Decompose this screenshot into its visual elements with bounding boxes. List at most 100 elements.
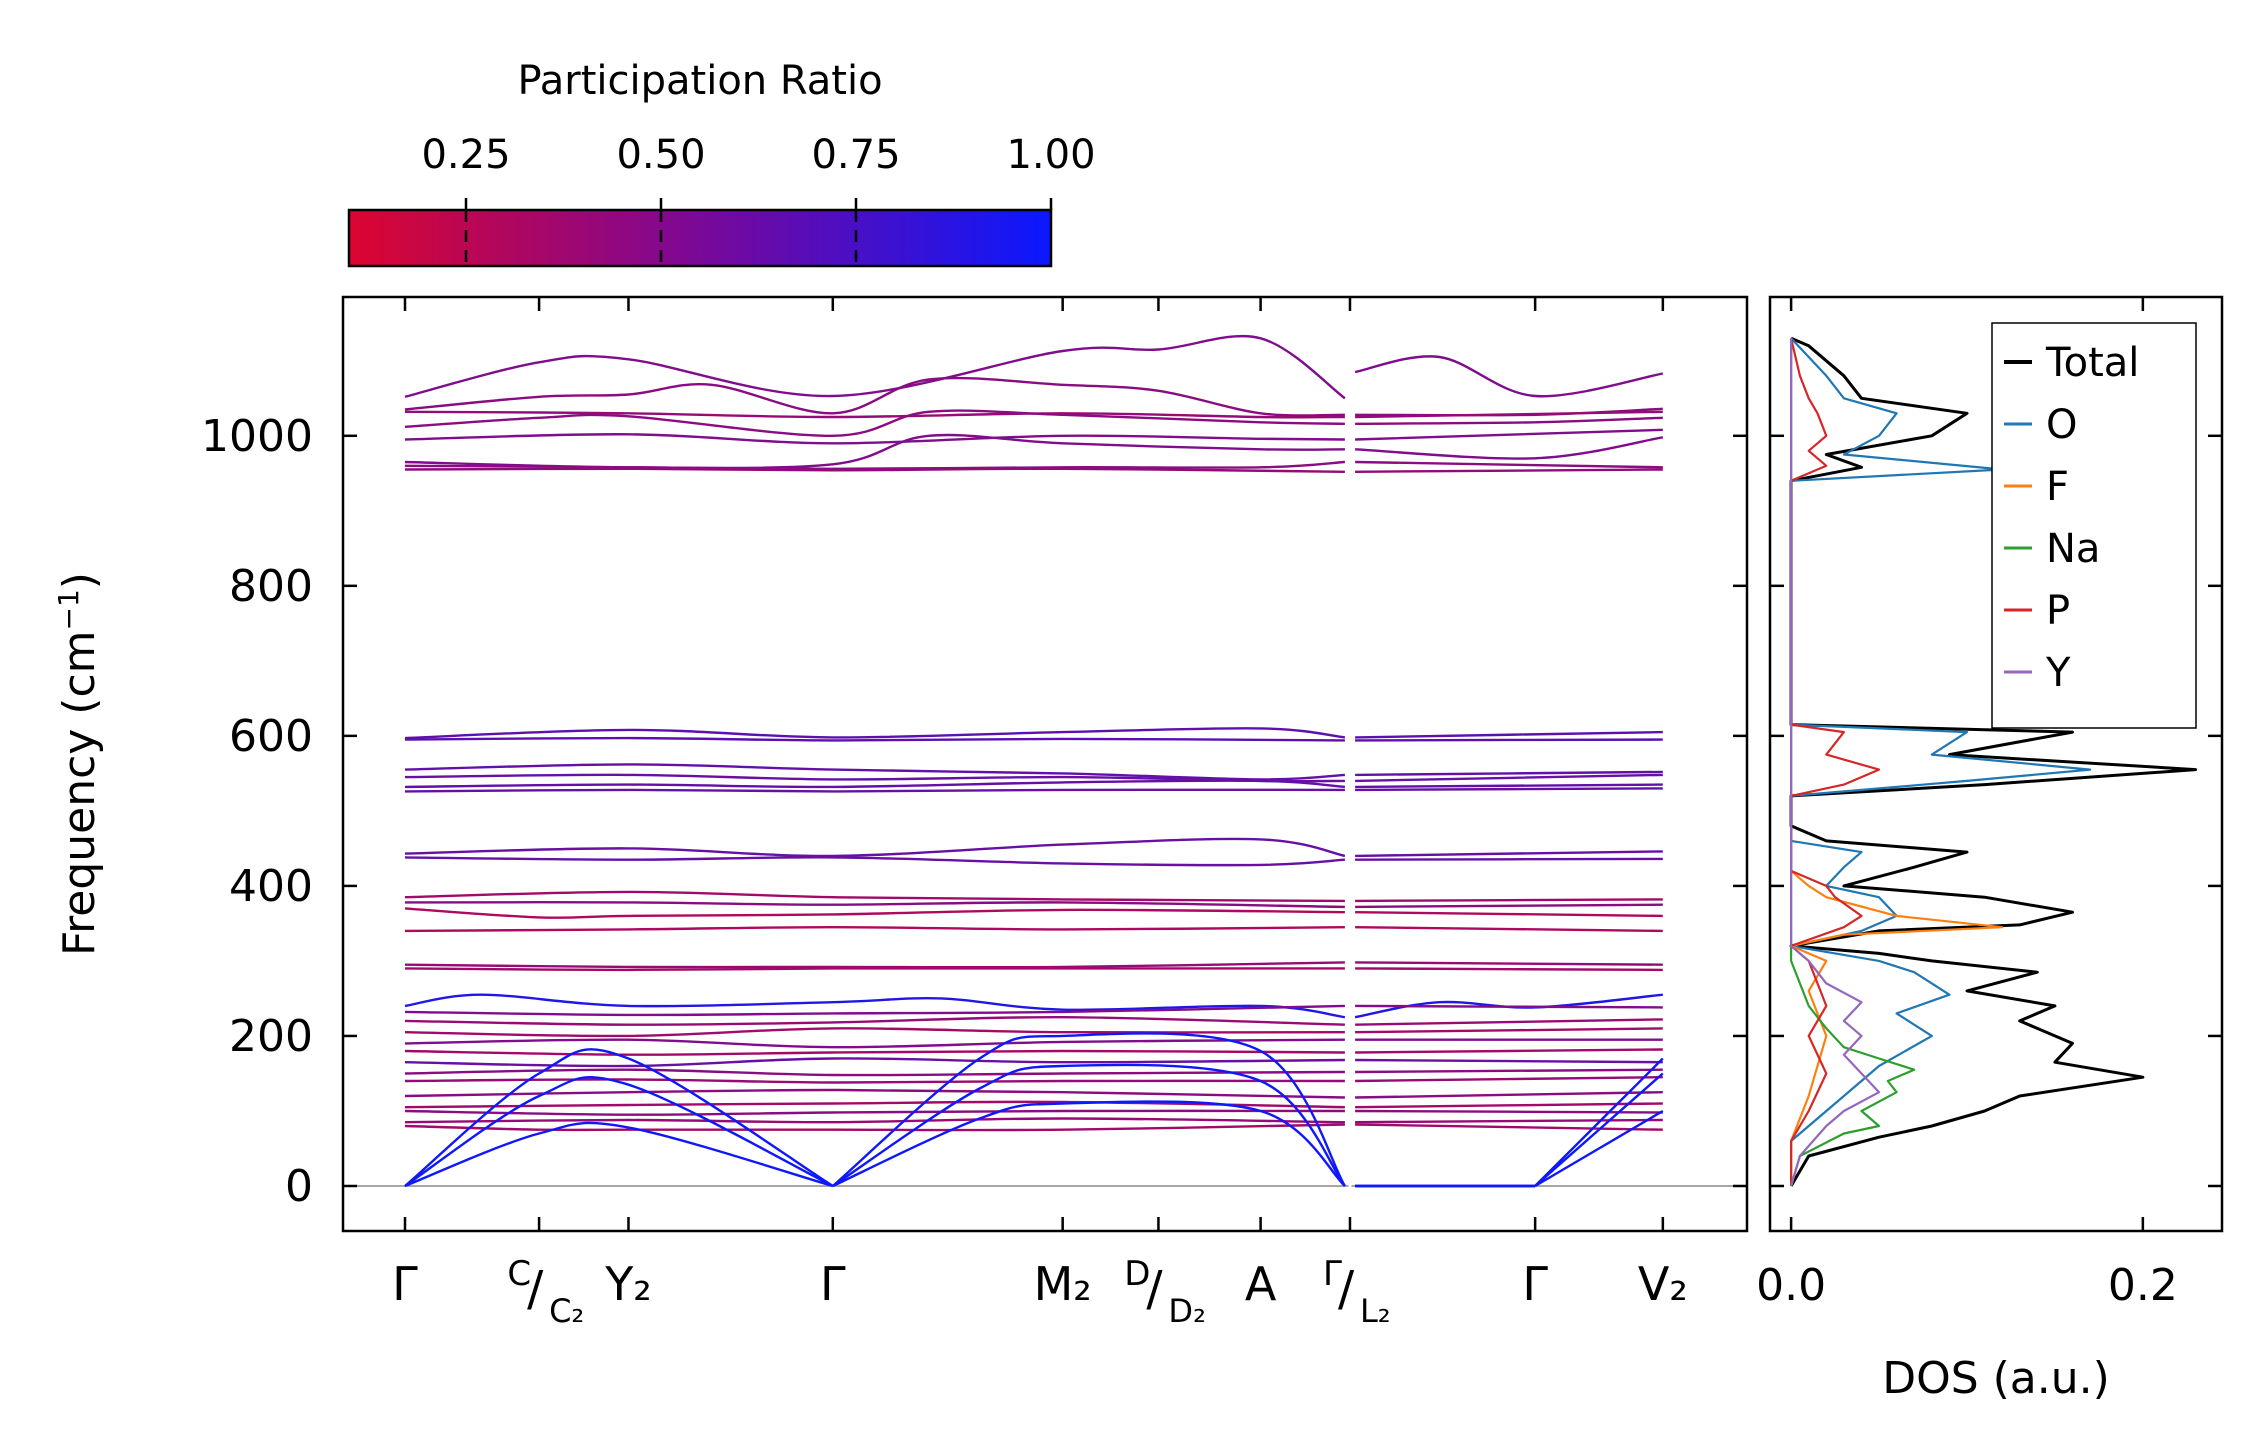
dos-line-y (1790, 338, 1881, 1187)
phonon-band (404, 1048, 834, 1188)
phonon-band (404, 727, 1346, 740)
x-tick-sublabel: D₂ (1168, 1292, 1205, 1330)
phonon-band (1355, 961, 1663, 966)
phonon-band (404, 926, 1345, 933)
phonon-band (1355, 787, 1663, 792)
phonon-band (404, 837, 1346, 858)
x-tick-slash: / (527, 1261, 544, 1317)
x-tick-slash: / (1146, 1261, 1163, 1317)
colorbar-tick-label: 0.25 (421, 132, 510, 178)
phonon-band (1355, 1048, 1663, 1054)
phonon-band (404, 788, 1345, 793)
colorbar-tick-label: 0.75 (811, 132, 900, 178)
dos-x-tick-label: 0.2 (2108, 1260, 2178, 1311)
dos-x-label: DOS (a.u.) (1882, 1353, 2110, 1404)
phonon-band (404, 993, 1346, 1019)
y-axis-label: Frequency (cm−1) (52, 572, 105, 956)
phonon-band (404, 1068, 1345, 1077)
phonon-band (404, 961, 1345, 969)
phonon-band (404, 1121, 834, 1188)
phonon-band (404, 1038, 1345, 1049)
phonon-band (1534, 1057, 1664, 1187)
phonon-band (404, 967, 1345, 972)
phonon-band (1355, 1076, 1663, 1083)
phonon-band (404, 736, 1345, 742)
colorbar-label: Participation Ratio (517, 58, 882, 104)
phonon-band (1355, 903, 1663, 909)
y-tick-label: 600 (229, 711, 313, 762)
phonon-band (1355, 1027, 1663, 1034)
colorbar-tick-label: 0.50 (616, 132, 705, 178)
x-tick-label: C (507, 1254, 531, 1294)
phonon-band (1355, 850, 1663, 858)
x-tick-label: Γ (820, 1257, 846, 1311)
phonon-band (404, 763, 1345, 781)
y-tick-label: 200 (229, 1011, 313, 1062)
y-tick-label: 800 (229, 561, 313, 612)
phonon-band (404, 334, 1346, 400)
phonon-band (1355, 1118, 1663, 1124)
colorbar: Participation Ratio 0.25 0.50 0.75 1.00 (347, 58, 1096, 268)
legend-label-f: F (2046, 464, 2069, 510)
phonon-band (1355, 730, 1663, 739)
x-tick-label: Y₂ (604, 1257, 652, 1311)
legend-label-total: Total (2045, 340, 2139, 386)
x-tick-label: Γ (392, 1257, 418, 1311)
dos-x-tick-label: 0.0 (1756, 1260, 1826, 1311)
legend: Total OF Na PY (1991, 322, 2197, 729)
y-tick-label: 0 (285, 1161, 313, 1212)
legend-label-p: P (2046, 588, 2070, 634)
phonon-band (1355, 967, 1663, 972)
phonon-band (404, 460, 1345, 470)
phonon-band (1355, 468, 1663, 473)
phonon-band (832, 1063, 1346, 1187)
phonon-band (1355, 926, 1663, 933)
dos-line-p (1790, 338, 1881, 1186)
x-tick-label: D (1124, 1254, 1150, 1294)
phonon-band (1355, 1091, 1663, 1099)
phonon-band (1355, 911, 1663, 918)
phonon-band (404, 376, 1345, 417)
x-tick-label: M₂ (1034, 1257, 1092, 1311)
phonon-band (1355, 1109, 1663, 1114)
phonon-band (404, 1027, 1345, 1038)
dos-line-na (1790, 338, 1916, 1187)
phonon-band (404, 1049, 1345, 1056)
dos-line-o (1790, 337, 2092, 1186)
x-tick-label: V₂ (1638, 1257, 1688, 1311)
x-tick-label: Γ (1522, 1257, 1548, 1311)
phonon-band (404, 1004, 1345, 1017)
x-tick-slash: / (1338, 1261, 1355, 1317)
dos-plot: 0.0 0.2 DOS (a.u.) Total OF Na PY (1756, 295, 2224, 1404)
dos-line-total (1789, 336, 2198, 1187)
band-axes-frame (341, 295, 1749, 1233)
x-tick-sublabel: C₂ (549, 1292, 584, 1330)
phonon-band (1355, 898, 1663, 903)
phonon-band (1534, 1109, 1664, 1188)
phonon-band (404, 1015, 1345, 1026)
dos-line-f (1790, 338, 2004, 1186)
colorbar-tick-label: 1.00 (1006, 132, 1095, 178)
phonon-band (1355, 428, 1663, 441)
colorbar-gradient (347, 208, 1053, 268)
phonon-band (1355, 1102, 1663, 1109)
phonon-band (1355, 436, 1663, 460)
phonon-band (1355, 1123, 1663, 1131)
phonon-band (404, 1117, 1345, 1124)
phonon-band (1355, 770, 1663, 777)
phonon-band (1355, 1004, 1663, 1009)
phonon-band (404, 890, 1345, 903)
phonon-band (404, 1088, 1345, 1099)
phonon-band (404, 901, 1345, 909)
phonon-band (1355, 416, 1663, 425)
y-tick-label: 400 (229, 861, 313, 912)
legend-label-y: Y (2045, 650, 2071, 696)
x-tick-label: Γ (1323, 1254, 1342, 1294)
phonon-band (1355, 1018, 1663, 1026)
phonon-band (404, 467, 1345, 473)
phonon-band (1355, 410, 1663, 419)
phonon-band (1355, 1058, 1663, 1064)
phonon-band (404, 409, 1345, 438)
phonon-band (1355, 1068, 1663, 1074)
